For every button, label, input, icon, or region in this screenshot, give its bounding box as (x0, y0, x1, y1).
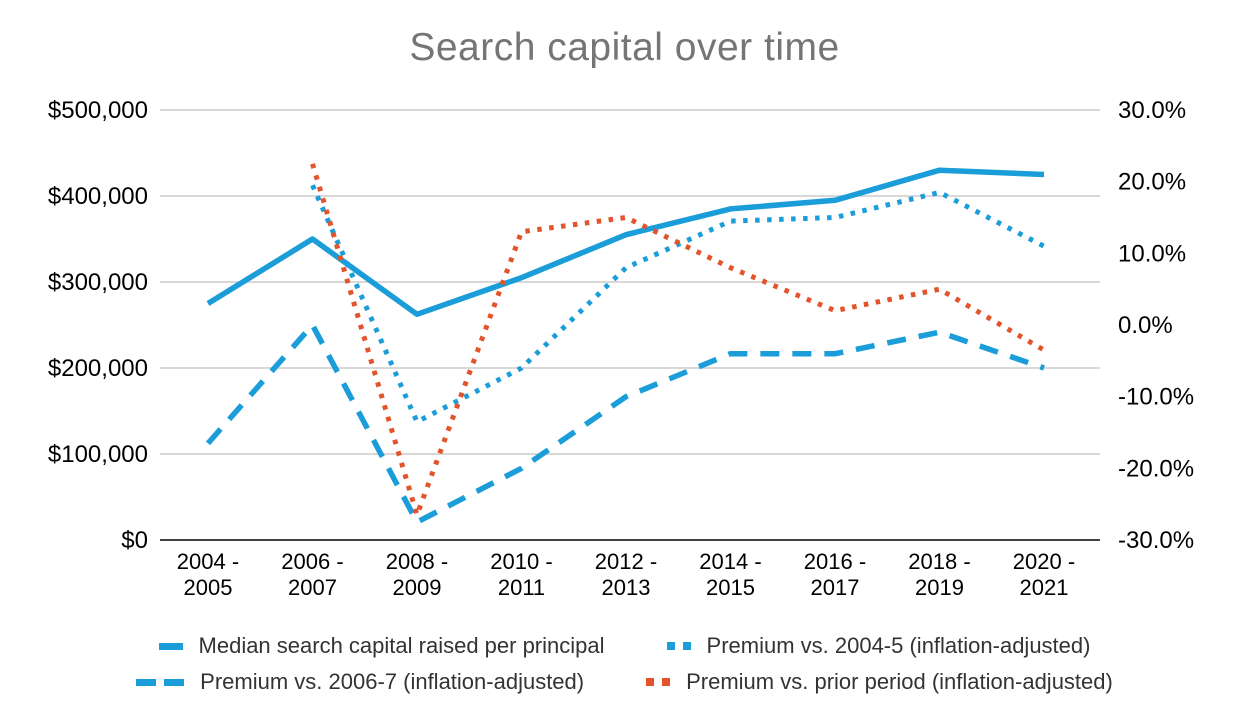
y-axis-right-tick-label: 20.0% (1118, 169, 1186, 196)
solid-line-icon (158, 642, 183, 650)
y-axis-left-tick-label: $200,000 (48, 355, 148, 382)
chart-title: Search capital over time (409, 26, 840, 69)
y-axis-right-tick-label: 10.0% (1118, 240, 1186, 267)
legend: Median search capital raised per princip… (0, 633, 1249, 695)
y-axis-right-tick-label: 30.0% (1118, 97, 1186, 124)
x-axis-tick-label: 2008 -2009 (386, 549, 448, 600)
legend-item-median-capital: Median search capital raised per princip… (158, 633, 605, 659)
series-line-3 (310, 163, 1046, 518)
legend-row-2: Premium vs. 2006-7 (inflation-adjusted) … (0, 669, 1249, 695)
y-axis-right-tick-label: -30.0% (1118, 527, 1194, 554)
legend-label-median-capital: Median search capital raised per princip… (198, 633, 605, 658)
x-axis-tick-label: 2004 -2005 (177, 549, 239, 600)
x-axis-tick-label: 2018 -2019 (908, 549, 970, 600)
x-axis-tick-label: 2020 -2021 (1013, 549, 1075, 600)
y-axis-left-tick-label: $100,000 (48, 441, 148, 468)
y-axis-left-tick-label: $300,000 (48, 269, 148, 296)
dashed-line-icon (136, 678, 185, 686)
series-line-0 (206, 167, 1045, 318)
y-axis-right-tick-label: 0.0% (1118, 312, 1173, 339)
legend-item-premium-prior-period: Premium vs. prior period (inflation-adju… (646, 669, 1113, 695)
plot-area: $500,000 $400,000 $300,000 $200,000 $100,000… (48, 97, 1194, 600)
y-axis-left-tick-label: $500,000 (48, 97, 148, 124)
dotted-line-orange-icon (646, 678, 671, 686)
y-axis-right-tick-label: -20.0% (1118, 455, 1194, 482)
x-axis-tick-label: 2016 -2017 (804, 549, 866, 600)
x-axis-tick-label: 2012 -2013 (595, 549, 657, 600)
legend-label-premium-2004-5: Premium vs. 2004-5 (inflation-adjusted) (706, 633, 1091, 658)
legend-item-premium-2004-5: Premium vs. 2004-5 (inflation-adjusted) (666, 633, 1091, 659)
series-line-2 (205, 322, 1045, 525)
y-axis-right-tick-label: -10.0% (1118, 384, 1194, 411)
dotted-line-icon (666, 642, 691, 650)
legend-item-premium-2006-7: Premium vs. 2006-7 (inflation-adjusted) (136, 669, 584, 695)
legend-label-premium-2006-7: Premium vs. 2006-7 (inflation-adjusted) (200, 669, 585, 694)
x-axis-tick-label: 2010 -2011 (490, 549, 552, 600)
y-axis-left-tick-label: $400,000 (48, 183, 148, 210)
legend-row-1: Median search capital raised per princip… (0, 633, 1249, 659)
legend-label-premium-prior-period: Premium vs. prior period (inflation-adju… (686, 669, 1113, 694)
x-axis-tick-label: 2014 -2015 (699, 549, 761, 600)
y-axis-left-tick-label: $0 (121, 527, 148, 554)
x-axis-tick-label: 2006 -2007 (281, 549, 343, 600)
